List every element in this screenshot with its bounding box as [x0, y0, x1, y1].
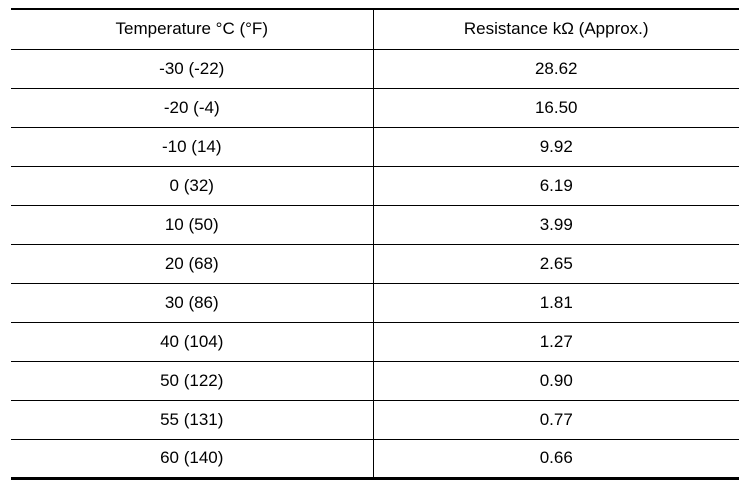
resistance-cell: 16.50 — [372, 88, 739, 128]
temperature-cell: 55 (131) — [11, 400, 374, 440]
table-row: 0 (32) 6.19 — [11, 166, 739, 206]
temperature-cell: 60 (140) — [11, 439, 374, 480]
resistance-cell: 1.27 — [372, 322, 739, 362]
resistance-column-header: Resistance kΩ (Approx.) — [372, 8, 739, 50]
header-row: Temperature °C (°F) Resistance kΩ (Appro… — [11, 8, 739, 50]
table-row: 55 (131) 0.77 — [11, 400, 739, 440]
temperature-cell: -10 (14) — [11, 127, 374, 167]
resistance-cell: 6.19 — [372, 166, 739, 206]
table-row: 40 (104) 1.27 — [11, 322, 739, 362]
temperature-column-header: Temperature °C (°F) — [11, 8, 374, 50]
temperature-resistance-table: Temperature °C (°F) Resistance kΩ (Appro… — [11, 8, 739, 480]
resistance-cell: 2.65 — [372, 244, 739, 284]
temperature-cell: -20 (-4) — [11, 88, 374, 128]
table-row: -30 (-22) 28.62 — [11, 49, 739, 89]
temperature-cell: 10 (50) — [11, 205, 374, 245]
table-row: 50 (122) 0.90 — [11, 361, 739, 401]
temperature-cell: -30 (-22) — [11, 49, 374, 89]
temperature-cell: 0 (32) — [11, 166, 374, 206]
table-row: 60 (140) 0.66 — [11, 439, 739, 480]
temperature-cell: 50 (122) — [11, 361, 374, 401]
resistance-cell: 0.66 — [372, 439, 739, 480]
temperature-cell: 30 (86) — [11, 283, 374, 323]
table-row: -20 (-4) 16.50 — [11, 88, 739, 128]
temperature-cell: 20 (68) — [11, 244, 374, 284]
temperature-cell: 40 (104) — [11, 322, 374, 362]
table-row: 30 (86) 1.81 — [11, 283, 739, 323]
resistance-cell: 9.92 — [372, 127, 739, 167]
resistance-cell: 0.90 — [372, 361, 739, 401]
table-row: -10 (14) 9.92 — [11, 127, 739, 167]
resistance-cell: 1.81 — [372, 283, 739, 323]
table-row: 20 (68) 2.65 — [11, 244, 739, 284]
resistance-table-container: Temperature °C (°F) Resistance kΩ (Appro… — [11, 8, 739, 480]
table-row: 10 (50) 3.99 — [11, 205, 739, 245]
resistance-cell: 3.99 — [372, 205, 739, 245]
resistance-cell: 28.62 — [372, 49, 739, 89]
resistance-cell: 0.77 — [372, 400, 739, 440]
